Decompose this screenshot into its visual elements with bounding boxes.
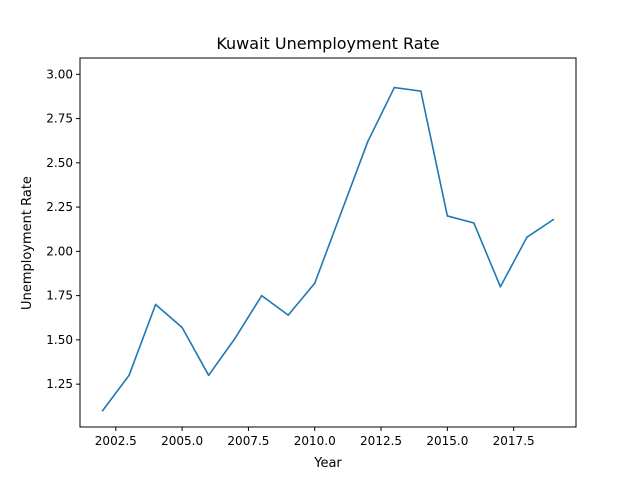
data-point: [526, 236, 528, 238]
x-tick-label: 2005.0: [161, 434, 203, 448]
plot-frame: [79, 57, 577, 428]
x-axis-label: Year: [313, 456, 342, 471]
x-tick-label: 2007.5: [227, 434, 269, 448]
y-axis: 1.25 1.50 1.75 2.00 2.25 2.50 2.75 3.00: [46, 67, 80, 391]
y-tick-label: 2.25: [46, 200, 73, 214]
x-tick-label: 2002.5: [95, 434, 137, 448]
y-tick-label: 2.50: [46, 156, 73, 170]
y-tick-label: 1.50: [46, 333, 73, 347]
data-point: [393, 86, 396, 89]
x-tick-label: 2012.5: [360, 434, 402, 448]
y-tick-label: 2.00: [46, 244, 73, 258]
data-point: [499, 285, 502, 288]
data-point: [234, 337, 236, 339]
data-point: [128, 374, 130, 377]
data-point: [313, 282, 316, 285]
data-point: [260, 294, 263, 297]
y-tick-label: 1.75: [46, 289, 73, 303]
y-tick-label: 1.25: [46, 377, 73, 391]
data-point: [207, 374, 210, 377]
data-point: [420, 90, 422, 92]
data-point: [287, 314, 290, 316]
data-point: [101, 409, 104, 412]
y-axis-label: Unemployment Rate: [20, 176, 35, 310]
data-point: [340, 211, 343, 214]
series-line: [101, 86, 554, 412]
y-tick-label: 2.75: [46, 112, 73, 126]
x-tick-label: 2017.5: [493, 434, 535, 448]
data-point: [552, 218, 555, 221]
x-axis: 2002.5 2005.0 2007.5 2010.0 2012.5 2015.0 2017…: [95, 427, 535, 448]
data-point: [181, 326, 183, 329]
x-tick-label: 2015.0: [426, 434, 468, 448]
plot-area: [79, 57, 577, 428]
series-layer: [101, 86, 555, 412]
data-point: [446, 215, 449, 217]
data-point: [366, 140, 369, 143]
chart-title: Kuwait Unemployment Rate: [216, 34, 439, 53]
y-tick-label: 3.00: [46, 67, 73, 81]
data-point: [473, 222, 475, 224]
data-point: [154, 303, 157, 306]
x-tick-label: 2010.0: [294, 434, 336, 448]
